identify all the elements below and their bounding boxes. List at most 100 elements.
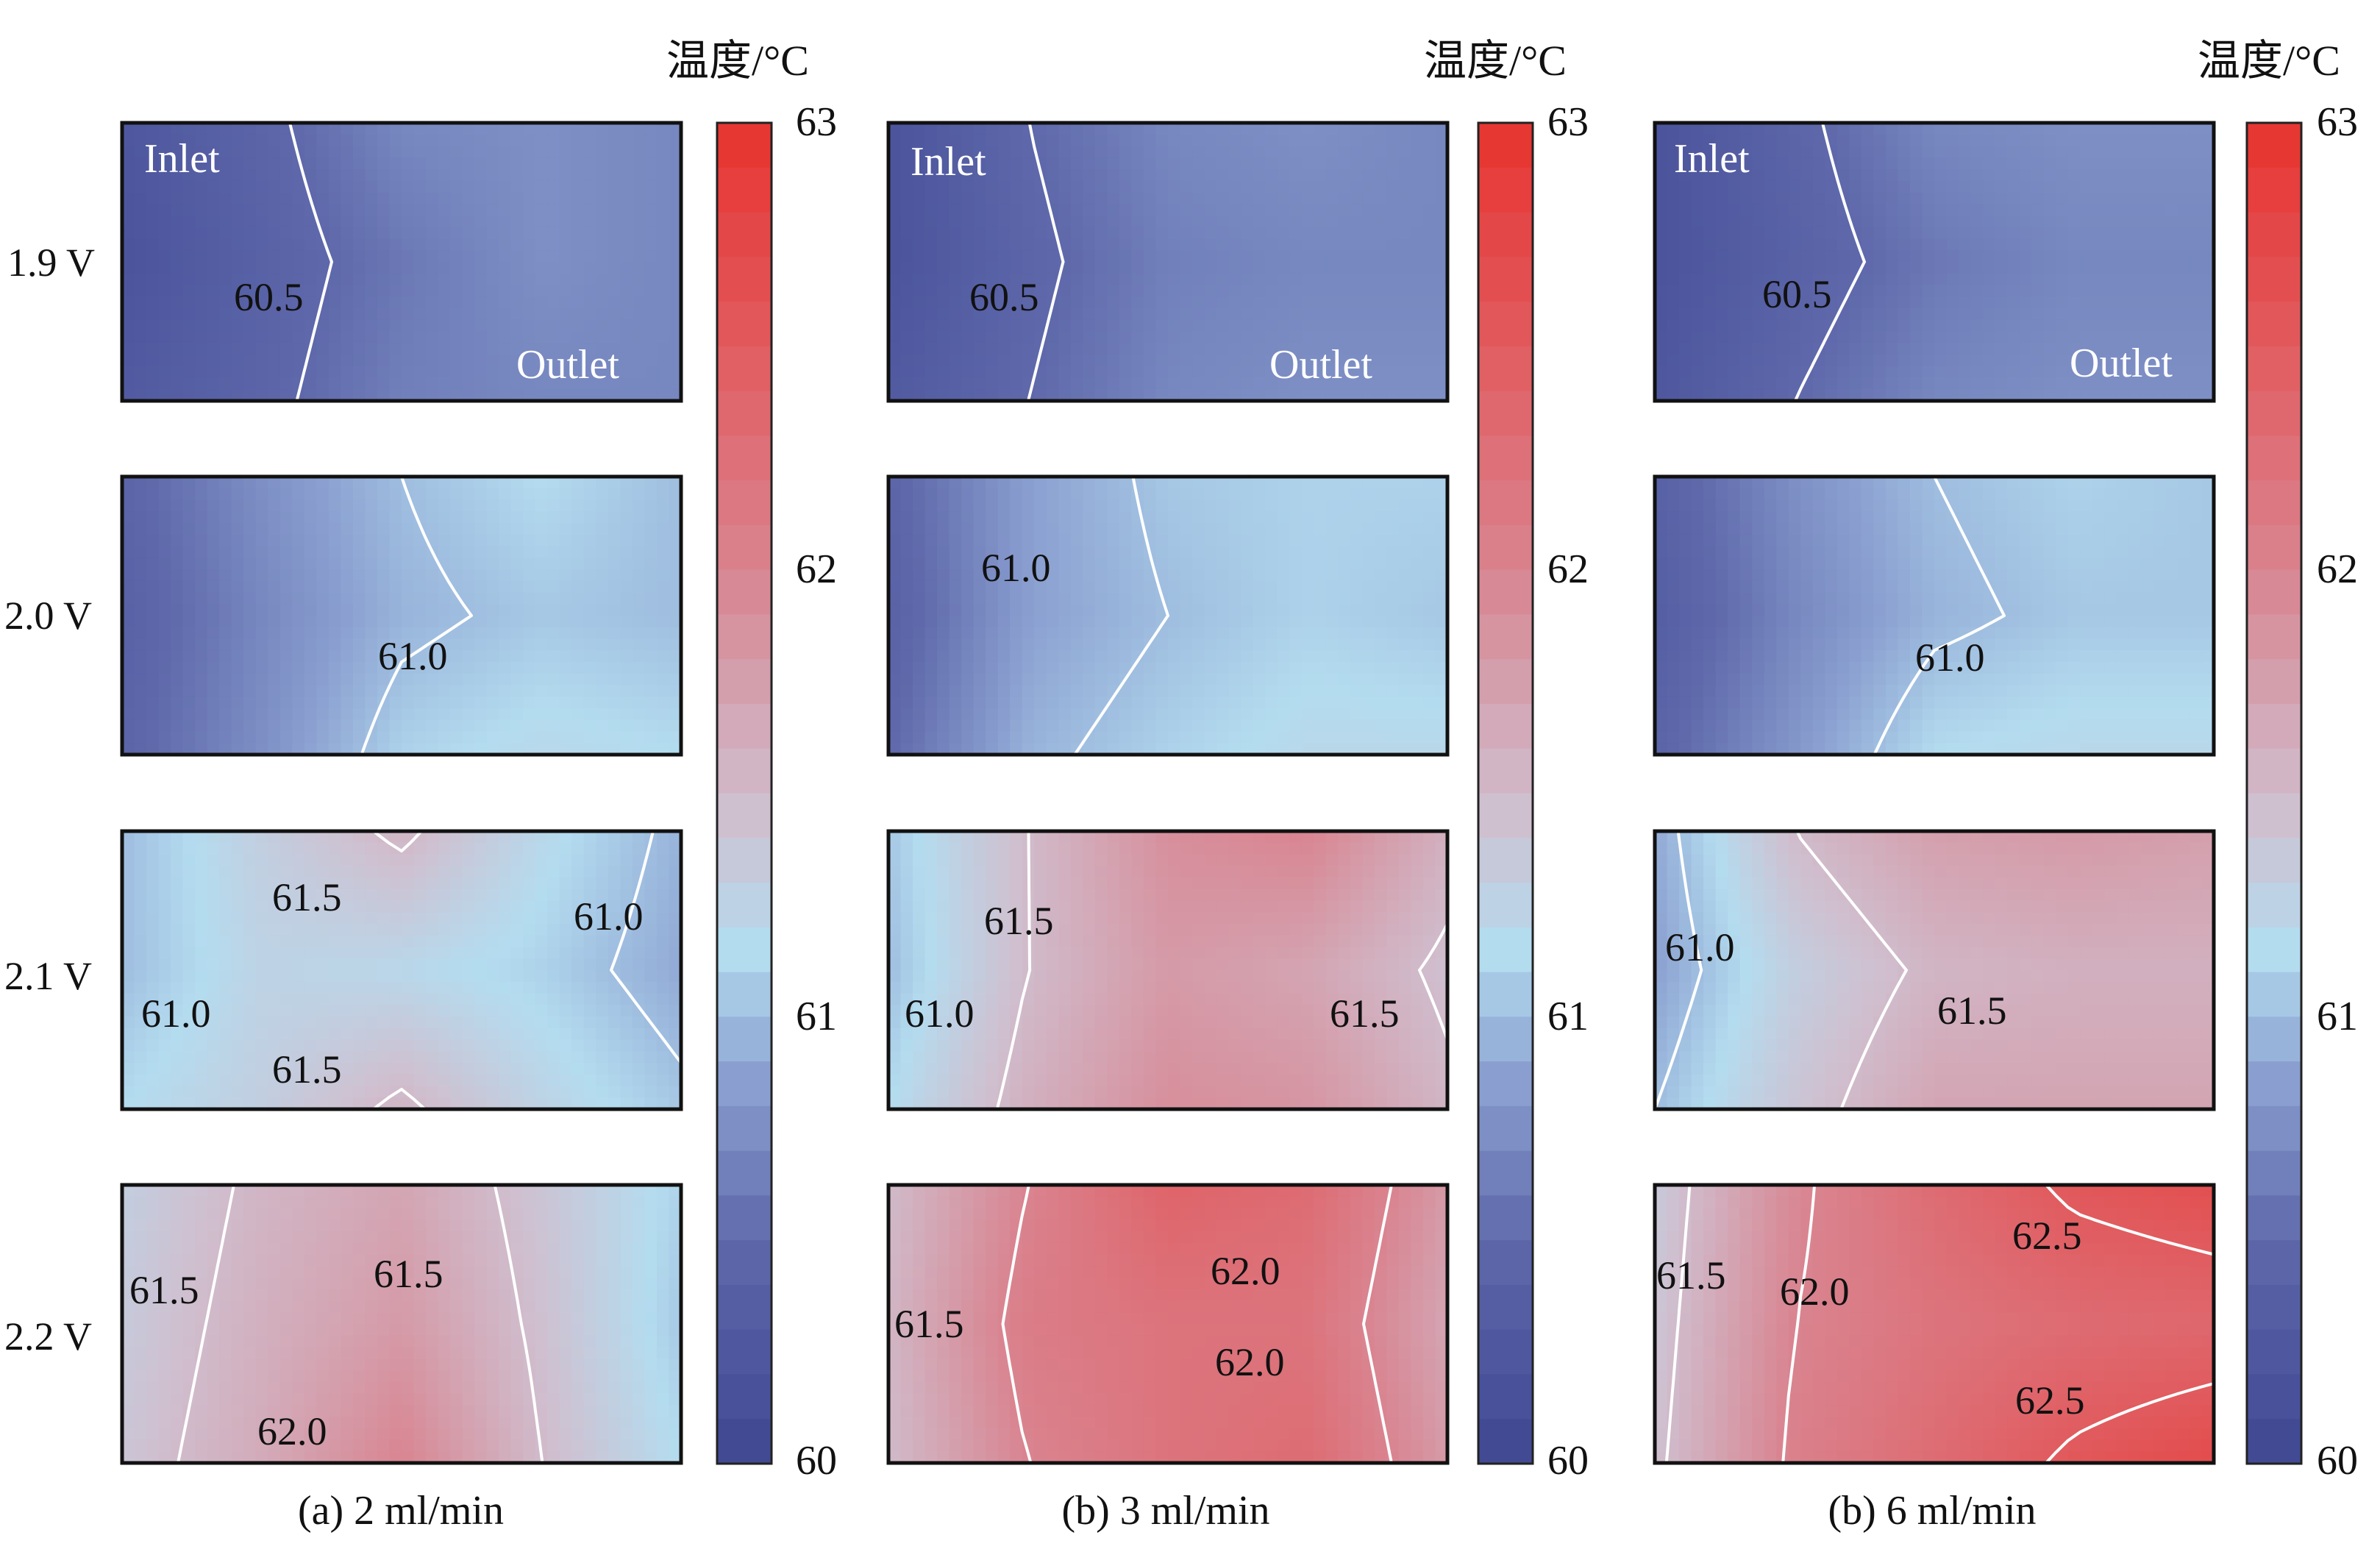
- heatmap-cell: [535, 924, 549, 936]
- heatmap-cell: [292, 343, 305, 355]
- heatmap-cell: [559, 1370, 573, 1383]
- heatmap-cell: [462, 1417, 475, 1429]
- heatmap-cell: [426, 900, 439, 914]
- heatmap-cell: [510, 377, 524, 391]
- heatmap-cell: [195, 558, 208, 570]
- heatmap-cell: [122, 912, 135, 925]
- heatmap-cell: [596, 389, 609, 402]
- heatmap-cell: [341, 499, 354, 513]
- heatmap-cell: [656, 523, 670, 535]
- heatmap-cell: [122, 1231, 135, 1244]
- heatmap-cell: [365, 331, 378, 344]
- heatmap-cell: [656, 993, 670, 1006]
- heatmap-cell: [134, 499, 147, 513]
- heatmap-cell: [328, 1347, 342, 1360]
- heatmap-cell: [182, 627, 196, 640]
- heatmap-cell: [608, 638, 621, 652]
- heatmap-cell: [426, 1428, 439, 1441]
- heatmap-cell: [182, 842, 196, 855]
- heatmap-cell: [158, 308, 171, 321]
- heatmap-cell: [402, 900, 415, 914]
- heatmap-cell: [426, 970, 439, 983]
- heatmap-cell: [499, 1005, 512, 1017]
- heatmap-cell: [207, 604, 220, 616]
- heatmap-cell: [279, 134, 293, 147]
- heatmap-cell: [243, 227, 257, 240]
- heatmap-cell: [231, 546, 245, 559]
- heatmap-cell: [596, 511, 609, 524]
- heatmap-cell: [535, 1231, 549, 1244]
- heatmap-cell: [352, 1324, 366, 1336]
- heatmap-cell: [158, 1196, 171, 1209]
- heatmap-cell: [182, 250, 196, 263]
- heatmap-cell: [146, 319, 160, 332]
- heatmap-cell: [243, 981, 257, 994]
- heatmap-cell: [158, 662, 171, 674]
- heatmap-cell: [171, 216, 184, 228]
- heatmap-cell: [158, 355, 171, 367]
- heatmap-cell: [1168, 169, 1181, 182]
- heatmap-cell: [426, 366, 439, 379]
- heatmap-cell: [1058, 227, 1072, 240]
- heatmap-cell: [1241, 227, 1254, 240]
- heatmap-cell: [510, 1219, 524, 1232]
- heatmap-cell: [1180, 146, 1193, 159]
- heatmap-cell: [499, 912, 512, 925]
- heatmap-cell: [499, 935, 512, 948]
- heatmap-cell: [1107, 204, 1120, 216]
- heatmap-cell: [632, 1278, 646, 1290]
- heatmap-cell: [547, 1086, 560, 1099]
- heatmap-cell: [547, 273, 560, 286]
- heatmap-cell: [499, 580, 512, 594]
- heatmap-cell: [365, 1393, 378, 1406]
- heatmap-cell: [499, 331, 512, 344]
- heatmap-cell: [608, 900, 621, 914]
- heatmap-cell: [365, 319, 378, 332]
- heatmap-cell: [608, 238, 621, 252]
- heatmap-cell: [1180, 180, 1193, 193]
- heatmap-cell: [486, 273, 499, 286]
- heatmap-cell: [182, 558, 196, 570]
- heatmap-cell: [535, 1381, 549, 1395]
- heatmap-cell: [632, 1381, 646, 1395]
- heatmap-cell: [146, 743, 160, 755]
- heatmap-cell: [523, 743, 536, 755]
- heatmap-cell: [547, 1289, 560, 1302]
- heatmap-cell: [535, 569, 549, 582]
- heatmap-cell: [1301, 146, 1315, 159]
- heatmap-cell: [608, 604, 621, 616]
- heatmap-cell: [535, 842, 549, 855]
- heatmap-cell: [292, 842, 305, 855]
- heatmap-cell: [559, 546, 573, 559]
- heatmap-cell: [571, 1359, 585, 1371]
- heatmap-cell: [535, 912, 549, 925]
- heatmap-cell: [195, 1039, 208, 1053]
- heatmap-cell: [1362, 146, 1375, 159]
- heatmap-cell: [304, 1312, 318, 1325]
- heatmap-cell: [583, 1428, 597, 1441]
- heatmap-cell: [195, 854, 208, 867]
- heatmap-cell: [669, 523, 682, 535]
- heatmap-cell: [644, 511, 658, 524]
- heatmap-cell: [1107, 238, 1120, 252]
- heatmap-cell: [559, 389, 573, 402]
- heatmap-cell: [389, 355, 402, 367]
- heatmap-cell: [535, 169, 549, 182]
- heatmap-cell: [413, 719, 427, 733]
- heatmap-cell: [304, 854, 318, 867]
- heatmap-cell: [402, 1196, 415, 1209]
- heatmap-cell: [510, 534, 524, 547]
- heatmap-cell: [474, 273, 488, 286]
- heatmap-cell: [182, 169, 196, 182]
- heatmap-cell: [426, 604, 439, 616]
- heatmap-cell: [644, 731, 658, 744]
- heatmap-cell: [219, 1254, 232, 1267]
- heatmap-cell: [462, 1016, 475, 1029]
- heatmap-cell: [986, 227, 999, 240]
- heatmap-cell: [644, 1051, 658, 1064]
- heatmap-cell: [255, 935, 269, 948]
- heatmap-cell: [644, 1278, 658, 1290]
- heatmap-cell: [365, 912, 378, 925]
- heatmap-cell: [535, 216, 549, 228]
- heatmap-cell: [474, 569, 488, 582]
